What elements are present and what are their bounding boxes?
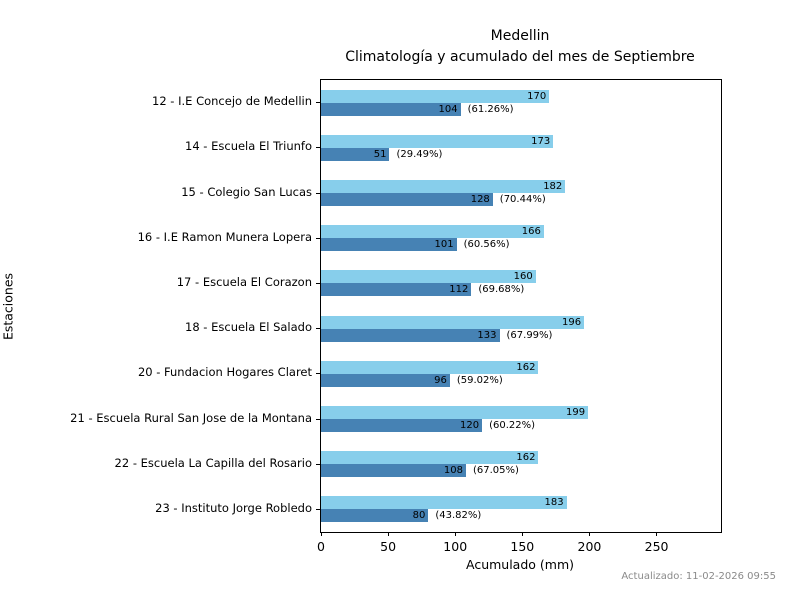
station-label: 17 - Escuela El Corazon [176, 274, 312, 289]
x-tick-mark [320, 532, 322, 536]
climatologia-bar: 160 [321, 270, 536, 284]
acumulado-value-label: 51 [373, 148, 387, 160]
x-tick-label: 250 [644, 539, 669, 554]
percent-label: (69.68%) [478, 284, 525, 296]
y-tick-mark [316, 147, 320, 149]
climatologia-value-label: 162 [516, 452, 536, 464]
y-tick-mark [316, 373, 320, 375]
percent-label: (59.02%) [456, 374, 503, 386]
climatologia-bar: 199 [321, 406, 589, 419]
y-tick-mark [316, 237, 320, 239]
climatologia-bar: 182 [321, 180, 566, 193]
y-tick-mark [316, 102, 320, 104]
climatologia-bar: 162 [321, 360, 539, 374]
y-tick-mark [316, 328, 320, 330]
percent-label: (61.26%) [467, 103, 514, 115]
climatologia-value-label: 183 [544, 497, 564, 509]
chart-title-line1: Medellin [490, 28, 550, 44]
station-label: 15 - Colegio San Lucas [181, 184, 312, 199]
station-label: 16 - I.E Ramon Munera Lopera [137, 229, 312, 244]
station-label: 21 - Escuela Rural San Jose de la Montan… [70, 410, 312, 425]
y-tick-mark [316, 508, 320, 510]
climatologia-value-label: 160 [513, 271, 533, 283]
percent-label: (60.22%) [489, 420, 535, 431]
x-tick-label: 50 [380, 539, 397, 554]
acumulado-value-label: 96 [434, 374, 447, 386]
x-tick-mark [521, 532, 523, 536]
climatologia-bar: 183 [321, 496, 567, 510]
climatologia-bar: 170 [321, 89, 550, 103]
y-tick-mark [316, 192, 320, 194]
climatologia-value-label: 199 [566, 407, 586, 418]
percent-label: (43.82%) [435, 510, 482, 522]
acumulado-value-label: 104 [438, 103, 458, 115]
station-label: 14 - Escuela El Triunfo [185, 139, 312, 154]
station-label: 22 - Escuela La Capilla del Rosario [114, 455, 312, 470]
climatologia-value-label: 166 [521, 226, 541, 238]
climatologia-bar: 166 [321, 225, 544, 239]
acumulado-bar: 51 [321, 147, 390, 161]
acumulado-value-label: 133 [477, 329, 497, 341]
acumulado-value-label: 80 [412, 510, 426, 522]
acumulado-bar: 133 [321, 328, 500, 342]
y-tick-mark [316, 418, 320, 420]
station-label: 18 - Escuela El Salado [185, 320, 312, 335]
percent-label: (67.99%) [506, 329, 553, 341]
y-tick-mark [316, 463, 320, 465]
chart-title: Medellin Climatología y acumulado del me… [320, 26, 720, 68]
climatologia-value-label: 173 [531, 135, 551, 147]
percent-label: (70.44%) [499, 194, 546, 205]
acumulado-value-label: 128 [470, 194, 490, 205]
acumulado-bar: 108 [321, 464, 466, 478]
percent-label: (60.56%) [463, 239, 510, 251]
x-tick-label: 100 [443, 539, 468, 554]
climatologia-value-label: 182 [543, 181, 563, 192]
y-tick-mark [316, 282, 320, 284]
x-tick-mark [588, 532, 590, 536]
acumulado-bar: 120 [321, 419, 483, 432]
acumulado-bar: 80 [321, 509, 429, 523]
climatologia-value-label: 196 [561, 316, 582, 328]
acumulado-value-label: 101 [434, 239, 454, 251]
x-tick-mark [387, 532, 389, 536]
acumulado-bar: 112 [321, 283, 472, 297]
x-tick-mark [454, 532, 456, 536]
x-tick-mark [656, 532, 658, 536]
updated-timestamp: Actualizado: 11-02-2026 09:55 [621, 571, 776, 582]
acumulado-bar: 104 [321, 102, 461, 116]
climatologia-bar: 162 [321, 451, 539, 465]
x-tick-label: 200 [577, 539, 602, 554]
percent-label: (67.05%) [472, 465, 519, 477]
plot-area: 170 104 (61.26%) 173 51 (29.49%) 182 128 (70.44%… [316, 79, 722, 554]
acumulado-value-label: 120 [459, 420, 480, 431]
y-axis-label: Estaciones [0, 272, 16, 341]
climatologia-bar: 196 [321, 315, 585, 329]
climatologia-bar: 173 [321, 134, 554, 148]
acumulado-value-label: 112 [449, 284, 469, 296]
climatologia-value-label: 170 [527, 90, 547, 102]
acumulado-bar: 128 [321, 193, 493, 206]
x-tick-label: 150 [510, 539, 535, 554]
x-axis-label: Acumulado (mm) [465, 557, 575, 572]
acumulado-bar: 96 [321, 373, 450, 387]
chart-title-line2: Climatología y acumulado del mes de Sept… [345, 49, 695, 65]
x-tick-label: 0 [317, 539, 325, 554]
climatologia-value-label: 162 [516, 361, 536, 373]
station-label: 20 - Fundacion Hogares Claret [137, 365, 312, 380]
acumulado-bar: 101 [321, 238, 457, 252]
acumulado-value-label: 108 [443, 465, 463, 477]
station-label: 12 - I.E Concejo de Medellin [152, 94, 312, 109]
percent-label: (29.49%) [396, 148, 443, 160]
station-label: 23 - Instituto Jorge Robledo [155, 500, 312, 515]
